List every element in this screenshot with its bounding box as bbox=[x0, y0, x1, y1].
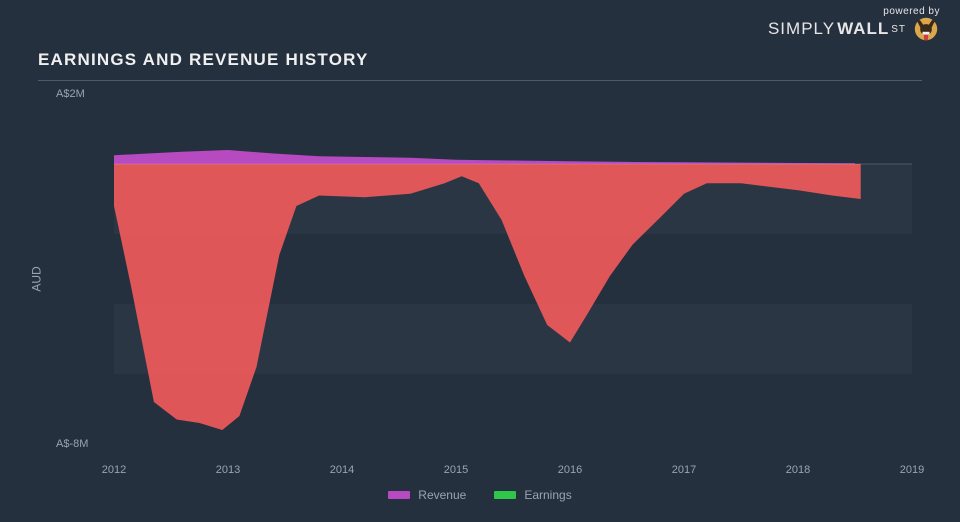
x-tick-label: 2018 bbox=[786, 464, 810, 476]
x-tick-label: 2012 bbox=[102, 464, 126, 476]
chart-legend: Revenue Earnings bbox=[0, 488, 960, 502]
legend-label-earnings: Earnings bbox=[524, 488, 571, 502]
chart-plot-area bbox=[114, 94, 912, 444]
legend-swatch-earnings bbox=[494, 491, 516, 499]
x-tick-label: 2016 bbox=[558, 464, 582, 476]
brand-light: SIMPLY bbox=[768, 19, 835, 39]
chart-container: AUD A$2MA$-8M201220132014201520162017201… bbox=[38, 84, 922, 474]
x-tick-label: 2014 bbox=[330, 464, 354, 476]
brand-name: SIMPLY WALLST bbox=[768, 15, 940, 43]
legend-item-revenue: Revenue bbox=[388, 488, 466, 502]
legend-label-revenue: Revenue bbox=[418, 488, 466, 502]
y-axis-label: AUD bbox=[30, 266, 44, 291]
brand-suffix: ST bbox=[891, 24, 906, 35]
legend-item-earnings: Earnings bbox=[494, 488, 571, 502]
x-tick-label: 2017 bbox=[672, 464, 696, 476]
brand-logo: powered by SIMPLY WALLST bbox=[768, 6, 940, 43]
x-tick-label: 2013 bbox=[216, 464, 240, 476]
legend-swatch-revenue bbox=[388, 491, 410, 499]
x-tick-label: 2019 bbox=[900, 464, 924, 476]
y-tick-label: A$-8M bbox=[56, 438, 88, 450]
brand-bold: WALL bbox=[837, 19, 889, 39]
chart-title: EARNINGS AND REVENUE HISTORY bbox=[38, 50, 922, 81]
y-tick-label: A$2M bbox=[56, 88, 85, 100]
x-tick-label: 2015 bbox=[444, 464, 468, 476]
bull-icon bbox=[912, 15, 940, 43]
